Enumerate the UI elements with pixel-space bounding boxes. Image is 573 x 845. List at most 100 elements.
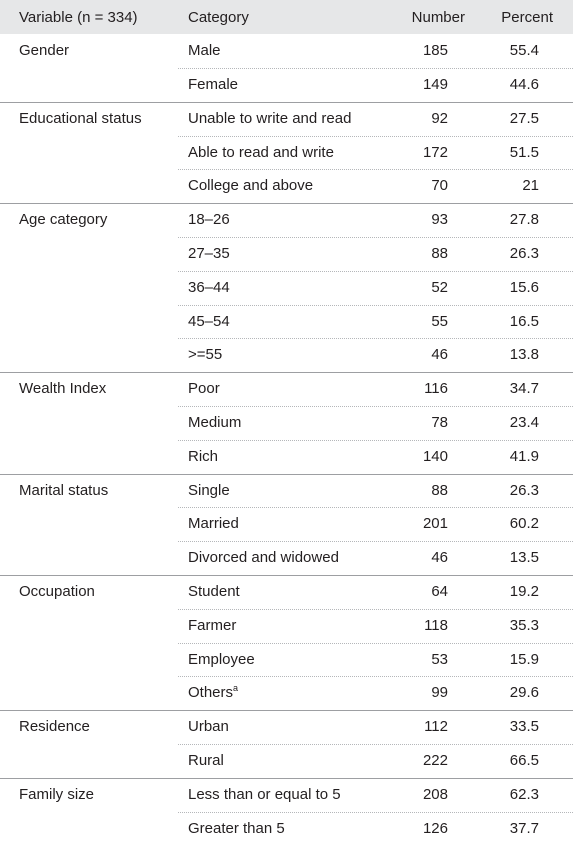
row-divider (178, 338, 573, 340)
footnote-mark: a (233, 683, 239, 694)
category-cell: Employee (188, 650, 255, 670)
number-cell: 185 (422, 42, 448, 60)
category-text: Unable to write and read (188, 109, 352, 127)
number-cell: 208 (422, 785, 448, 803)
percent-cell: 35.3 (509, 616, 539, 634)
variable-cell: Family size (19, 785, 95, 803)
number-cell: 70 (431, 177, 448, 195)
variable-cell: Residence (19, 718, 90, 736)
percent-cell: 66.5 (509, 751, 539, 769)
category-text: Able to read and write (188, 143, 334, 161)
variable-cell: Wealth Index (19, 380, 107, 398)
category-text: Urban (188, 718, 229, 736)
category-cell: College and above (188, 176, 313, 196)
number-cell: 172 (422, 143, 448, 161)
category-cell: Farmer (188, 616, 236, 636)
group-divider (0, 574, 573, 576)
header-cell: Number (411, 9, 465, 26)
row-divider (178, 236, 573, 238)
number-cell: 46 (431, 346, 448, 364)
number-cell: 140 (422, 447, 448, 465)
number-cell: 92 (431, 109, 448, 127)
percent-cell: 41.9 (509, 447, 539, 465)
category-cell: Poor (188, 379, 220, 399)
number-cell: 126 (422, 819, 448, 837)
category-cell: >=55 (188, 345, 222, 365)
number-cell: 53 (431, 650, 448, 668)
category-text: Female (188, 75, 239, 93)
number-cell: 55 (431, 312, 448, 330)
percent-cell: 16.5 (509, 312, 539, 330)
percent-cell: 29.6 (509, 684, 539, 702)
category-text: Rural (188, 751, 224, 769)
percent-cell: 19.2 (509, 582, 539, 600)
row-divider (178, 405, 573, 407)
category-text: 18–26 (188, 211, 230, 229)
category-text: Single (188, 481, 230, 499)
row-divider (178, 608, 573, 610)
row-divider (178, 507, 573, 509)
header-cell: Variable (n = 334) (19, 9, 138, 26)
number-cell: 88 (431, 244, 448, 262)
category-cell: Female (188, 75, 238, 95)
category-cell: 36–44 (188, 278, 230, 298)
row-divider (178, 541, 573, 543)
percent-cell: 51.5 (509, 143, 539, 161)
category-text: Less than or equal to 5 (188, 785, 341, 803)
category-cell: 45–54 (188, 312, 230, 332)
category-text: Divorced and widowed (188, 549, 339, 567)
group-divider (0, 101, 573, 103)
category-text: Medium (188, 413, 242, 431)
percent-cell: 15.6 (509, 278, 539, 296)
variable-cell: Marital status (19, 481, 109, 499)
row-divider (178, 642, 573, 644)
row-divider (178, 270, 573, 272)
category-cell: Urban (188, 717, 229, 737)
percent-cell: 23.4 (509, 413, 539, 431)
percent-cell: 37.7 (509, 819, 539, 837)
header-cell: Percent (501, 9, 553, 26)
category-cell: Rural (188, 751, 224, 771)
number-cell: 64 (431, 582, 448, 600)
percent-cell: 62.3 (509, 785, 539, 803)
row-divider (178, 135, 573, 137)
category-cell: Othersa (188, 683, 238, 703)
category-cell: Male (188, 41, 221, 61)
category-text: 27–35 (188, 244, 230, 262)
variable-cell: Occupation (19, 582, 95, 600)
group-divider (0, 203, 573, 205)
category-cell: Divorced and widowed (188, 548, 339, 568)
category-text: Male (188, 42, 221, 60)
category-text: Others (188, 684, 234, 702)
group-divider (0, 777, 573, 779)
category-text: >=55 (188, 346, 223, 364)
percent-cell: 21 (522, 177, 539, 195)
category-cell: Student (188, 582, 240, 602)
percent-cell: 44.6 (509, 75, 539, 93)
group-divider (0, 710, 573, 712)
category-cell: Less than or equal to 5 (188, 785, 341, 805)
number-cell: 93 (431, 211, 448, 229)
group-divider (0, 372, 573, 374)
category-cell: Able to read and write (188, 143, 334, 163)
number-cell: 118 (424, 616, 448, 634)
category-cell: Unable to write and read (188, 109, 351, 129)
number-cell: 222 (422, 751, 448, 769)
category-text: Poor (188, 380, 220, 398)
variable-cell: Gender (19, 42, 70, 60)
category-text: 36–44 (188, 278, 230, 296)
percent-cell: 27.8 (509, 211, 539, 229)
group-divider (0, 473, 573, 475)
percent-cell: 27.5 (509, 109, 539, 127)
category-cell: 27–35 (188, 244, 230, 264)
category-text: Rich (188, 447, 219, 465)
row-divider (178, 811, 573, 813)
header-row (0, 0, 573, 34)
percent-cell: 13.5 (509, 549, 539, 567)
percent-cell: 33.5 (509, 718, 539, 736)
percent-cell: 26.3 (509, 481, 539, 499)
category-text: College and above (188, 177, 314, 195)
row-divider (178, 304, 573, 306)
number-cell: 112 (424, 718, 448, 736)
